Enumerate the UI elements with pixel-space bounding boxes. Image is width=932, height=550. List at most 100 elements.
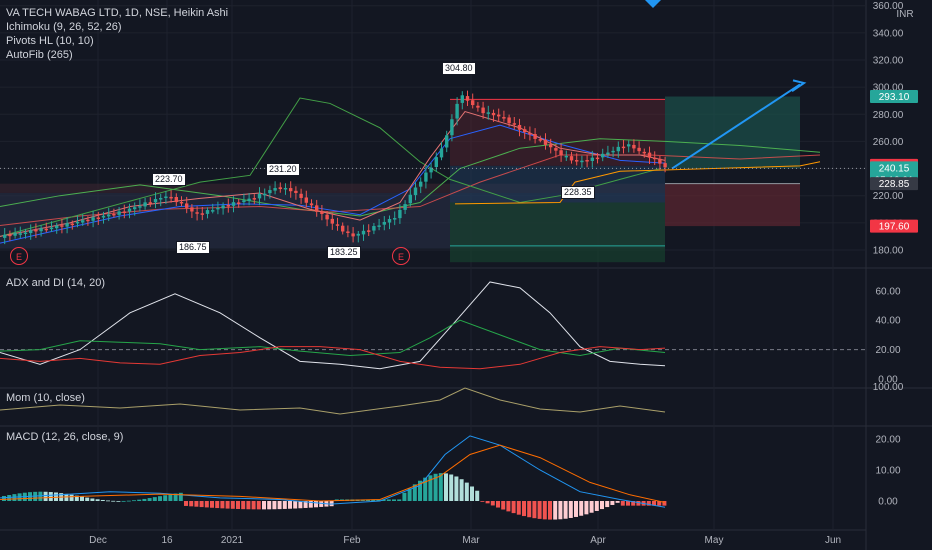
- time-tick-label: Jun: [825, 535, 841, 546]
- macd-histogram-bar: [428, 475, 433, 501]
- candle-body: [133, 207, 137, 210]
- candle-body: [351, 233, 355, 237]
- price-tag: [870, 219, 918, 233]
- candle-body: [528, 132, 532, 135]
- price-tick-label: 280.00: [873, 110, 904, 121]
- macd-histogram-bar: [407, 488, 412, 501]
- candle-body: [335, 224, 340, 226]
- candle-body: [549, 144, 553, 148]
- price-tick-label: 340.00: [873, 28, 904, 39]
- pivot-low-label: 186.75: [176, 241, 210, 254]
- candle-body: [471, 100, 475, 106]
- macd-histogram-bar: [392, 499, 396, 501]
- candle-body: [117, 211, 121, 215]
- macd-histogram-bar: [74, 495, 79, 501]
- ichimoku-base: [0, 124, 666, 244]
- macd-histogram-bar: [95, 499, 100, 501]
- macd-histogram-bar: [423, 477, 428, 501]
- candle-body: [481, 107, 485, 114]
- candle-body: [190, 207, 194, 212]
- macd-histogram-bar: [553, 501, 558, 520]
- time-tick-label: 2021: [221, 535, 244, 546]
- macd-histogram-bar: [230, 501, 235, 509]
- candle-body: [564, 155, 568, 158]
- macd-histogram-bar: [496, 501, 500, 508]
- candle-body: [465, 96, 470, 101]
- macd-histogram-bar: [282, 501, 287, 509]
- candle-body: [304, 197, 308, 203]
- macd-histogram-bar: [116, 500, 121, 502]
- price-tick-label: 360.00: [873, 1, 904, 12]
- candle-body: [616, 146, 620, 152]
- candle-body: [237, 202, 241, 204]
- adx-tick-label: 60.00: [875, 286, 900, 297]
- candle-body: [653, 157, 657, 160]
- adx-tick-label: 20.00: [875, 345, 900, 356]
- candle-body: [320, 211, 324, 214]
- candle-body: [575, 160, 579, 162]
- projection-arrow-head: [791, 79, 807, 93]
- signal-line: [0, 444, 666, 504]
- candle-body: [18, 233, 22, 235]
- candle-body: [627, 144, 631, 147]
- macd-histogram-bar: [121, 500, 126, 502]
- candle-body: [81, 220, 85, 223]
- candle-body: [393, 218, 397, 220]
- candle-body: [278, 187, 282, 190]
- alert-marker-icon: [645, 0, 661, 8]
- macd-line: [0, 435, 666, 508]
- macd-tick-label: 20.00: [875, 435, 900, 446]
- macd-histogram-bar: [178, 492, 183, 501]
- macd-histogram-bar: [80, 496, 84, 501]
- candle-body: [658, 158, 662, 164]
- candle-body: [112, 213, 116, 216]
- candle-body: [174, 196, 178, 203]
- macd-histogram-bar: [610, 501, 615, 505]
- candle-body: [211, 210, 215, 212]
- candle-body: [372, 226, 376, 231]
- candle-body: [429, 167, 433, 173]
- candle-body: [23, 232, 28, 235]
- macd-histogram-bar: [376, 499, 381, 501]
- macd-histogram-bar: [433, 473, 438, 501]
- candle-body: [642, 151, 646, 154]
- candle-body: [346, 231, 350, 233]
- macd-histogram-bar: [189, 501, 194, 507]
- fib-zone: [450, 202, 665, 263]
- candle-body: [533, 134, 537, 139]
- candle-body: [143, 202, 147, 207]
- candle-body: [408, 194, 412, 204]
- macd-histogram-bar: [438, 473, 443, 501]
- macd-histogram-bar: [568, 501, 573, 518]
- macd-histogram-bar: [522, 501, 526, 517]
- candle-body: [382, 221, 386, 225]
- candle-body: [127, 208, 132, 212]
- macd-histogram-bar: [579, 501, 584, 516]
- price-tick-label: 320.00: [873, 55, 904, 66]
- candle-body: [148, 202, 152, 204]
- candle-body: [60, 225, 64, 227]
- candle-body: [96, 217, 100, 219]
- candle-body: [361, 230, 366, 235]
- candle-body: [138, 206, 142, 208]
- currency-label: INR: [896, 9, 913, 20]
- candle-body: [252, 198, 256, 200]
- time-tick-label: Dec: [89, 535, 107, 546]
- macd-histogram-bar: [584, 501, 589, 515]
- macd-histogram-bar: [142, 498, 147, 501]
- macd-histogram-bar: [449, 474, 454, 501]
- macd-histogram-bar: [163, 495, 168, 501]
- candle-body: [226, 205, 230, 207]
- macd-histogram-bar: [194, 501, 199, 507]
- candle-body: [268, 190, 272, 194]
- price-tick-label: 260.00: [873, 137, 904, 148]
- macd-histogram-bar: [657, 501, 662, 506]
- macd-histogram-bar: [246, 501, 251, 510]
- candle-body: [49, 227, 54, 230]
- earnings-marker[interactable]: E: [10, 247, 28, 265]
- macd-histogram-bar: [386, 499, 391, 501]
- earnings-marker[interactable]: E: [392, 247, 410, 265]
- macd-histogram-bar: [90, 498, 95, 501]
- macd-histogram-bar: [152, 497, 157, 501]
